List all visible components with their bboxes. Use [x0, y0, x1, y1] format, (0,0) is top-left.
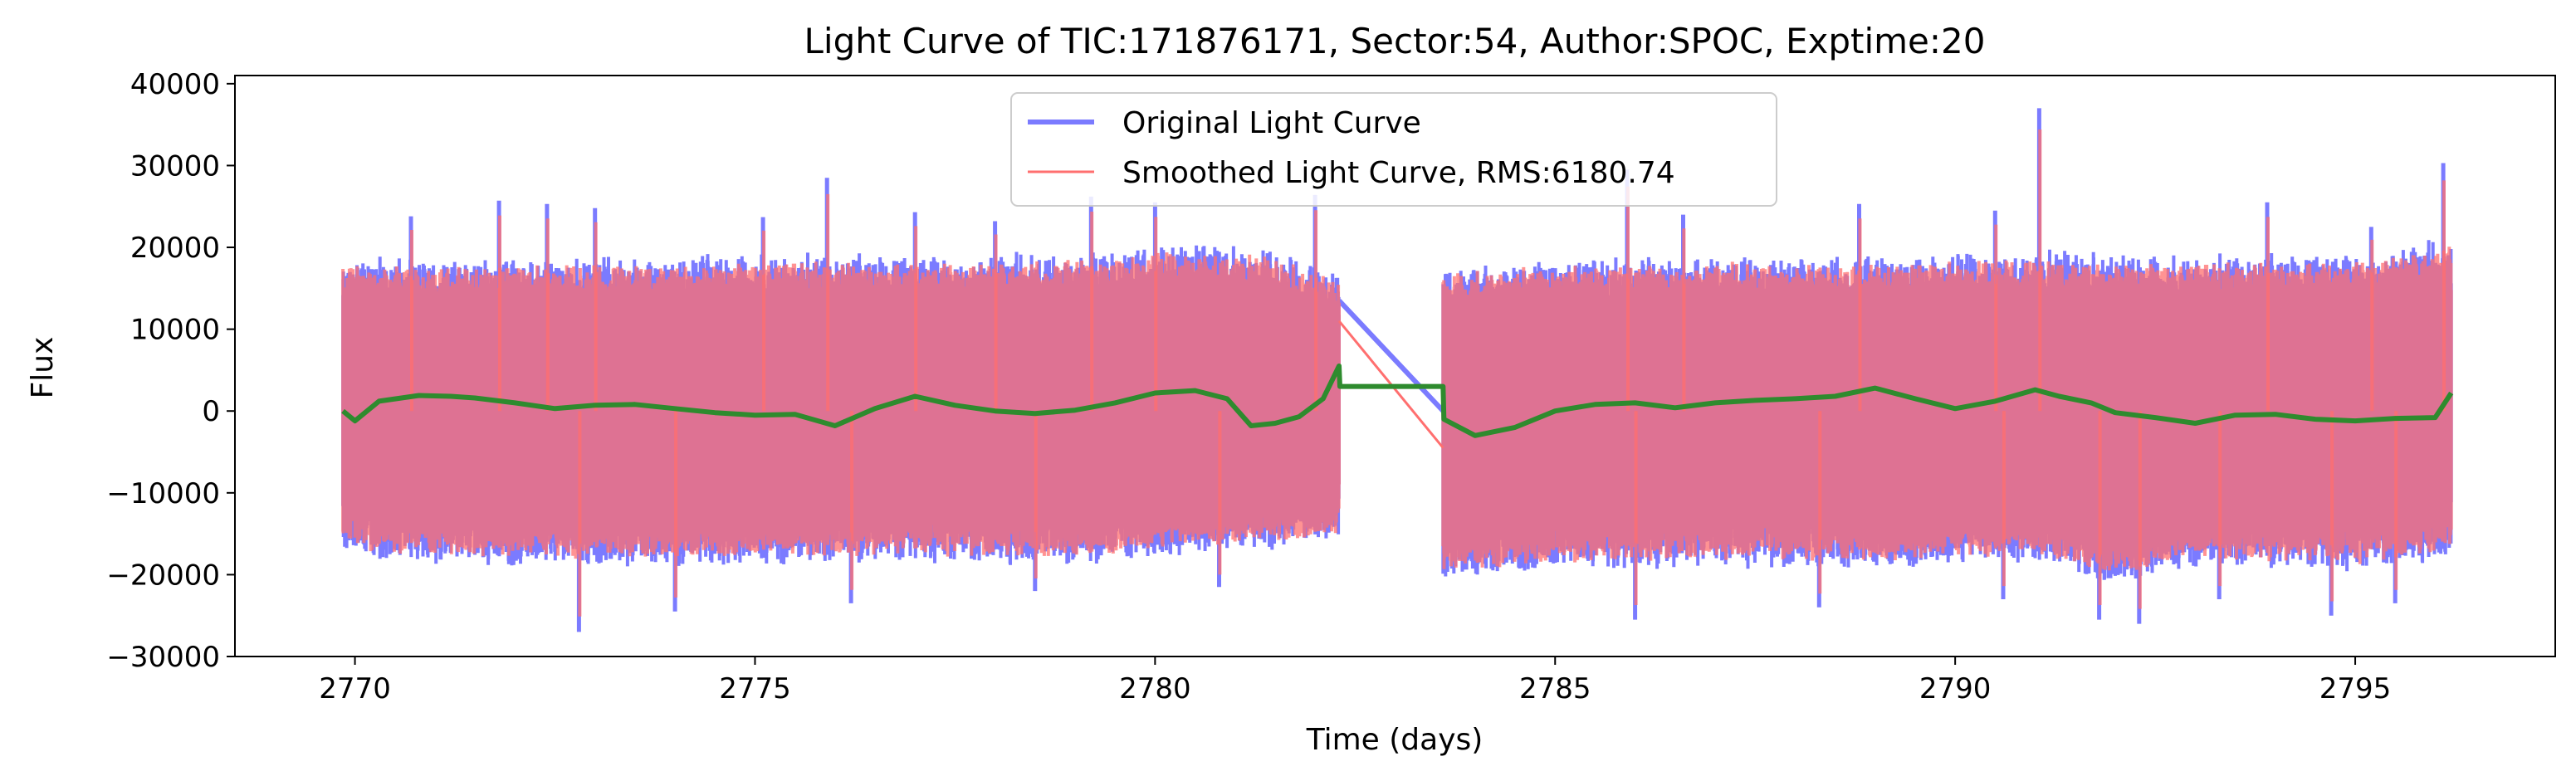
- x-tick-label: 2795: [2319, 672, 2392, 705]
- trend-line: [341, 364, 2454, 438]
- x-axis: 2770 2775 2780 2785 2790 2795: [319, 657, 2391, 705]
- y-axis: −30000 −20000 −10000 0 10000 20000 30000 40000: [106, 68, 235, 674]
- y-tick-label: 0: [202, 395, 220, 428]
- x-tick-label: 2790: [1919, 672, 1992, 705]
- y-tick-label: 30000: [130, 149, 220, 183]
- y-tick-label: 10000: [130, 314, 220, 347]
- y-tick-label: 40000: [130, 68, 220, 101]
- y-axis-label: Flux: [26, 337, 60, 399]
- legend-label-original: Original Light Curve: [1122, 106, 1421, 140]
- legend-label-smoothed: Smoothed Light Curve, RMS:6180.74: [1122, 156, 1675, 190]
- legend-box: [1010, 92, 1777, 207]
- x-tick-label: 2780: [1119, 672, 1191, 705]
- x-tick-label: 2785: [1519, 672, 1591, 705]
- y-tick-label: −30000: [106, 641, 220, 674]
- x-tick-label: 2770: [319, 672, 391, 705]
- original-gap-line: [1337, 299, 1445, 413]
- x-tick-label: 2775: [719, 672, 791, 705]
- y-tick-label: 20000: [130, 232, 220, 265]
- axes-frame: [234, 75, 2556, 657]
- x-axis-label: Time (days): [1306, 723, 1484, 757]
- legend: Original Light Curve Smoothed Light Curv…: [1010, 92, 1777, 207]
- smoothed-flux-spikes: [410, 129, 2446, 617]
- plot-area: [341, 108, 2454, 632]
- y-tick-label: −10000: [106, 477, 220, 510]
- y-tick-label: −20000: [106, 559, 220, 592]
- chart-title: Light Curve of TIC:171876171, Sector:54,…: [804, 21, 1986, 61]
